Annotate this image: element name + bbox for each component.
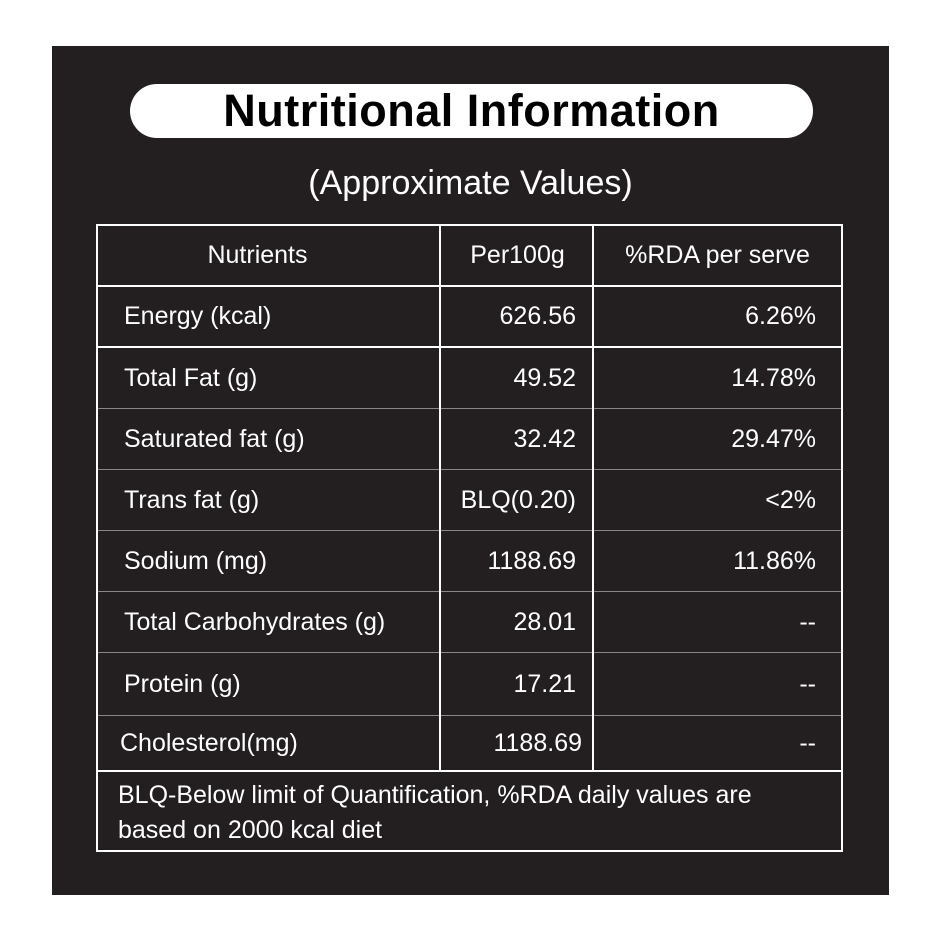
per100g-value: 626.56 [499,302,576,330]
rda-value: -- [799,607,816,636]
table-row: Total Fat (g) 49.52 14.78% [98,348,841,408]
per100g-value: 49.52 [513,363,576,392]
nutrient-name: Trans fat (g) [124,485,260,514]
nutrient-name: Total Fat (g) [124,363,258,392]
nutrient-name: Cholesterol(mg) [120,728,298,757]
nutrition-panel: Nutritional Information (Approximate Val… [52,46,889,895]
table-row: Cholesterol(mg) 1188.69 -- [98,716,841,770]
rda-value: -- [799,728,816,757]
rda-value: 11.86% [733,546,816,575]
nutrient-name: Protein (g) [124,669,241,698]
divider [98,285,841,287]
table-row: Trans fat (g) BLQ(0.20) <2% [98,470,841,530]
per100g-value: BLQ(0.20) [460,485,576,514]
column-divider [439,226,441,770]
table-row: Energy (kcal) 626.56 6.26% [98,287,841,346]
footnote: BLQ-Below limit of Quantification, %RDA … [118,781,752,844]
nutrient-name: Sodium (mg) [124,546,268,575]
table-row: Sodium (mg) 1188.69 11.86% [98,531,841,591]
per100g-value: 17.21 [513,669,576,698]
rda-value: 14.78% [731,363,816,392]
divider [98,408,841,409]
divider [98,530,841,531]
per100g-value: 28.01 [513,607,576,636]
column-divider [592,226,594,770]
header-per100g: Per100g [470,240,565,269]
nutrient-name: Saturated fat (g) [124,424,305,453]
nutrient-name: Energy (kcal) [124,302,272,330]
divider [98,591,841,592]
divider [98,715,841,716]
rda-value: -- [799,669,816,698]
rda-value: <2% [765,485,816,514]
table-row: Protein (g) 17.21 -- [98,653,841,715]
nutrition-table: Nutrients Per100g %RDA per serve Energy … [96,224,843,852]
table-row: Total Carbohydrates (g) 28.01 -- [98,592,841,652]
table-row: Saturated fat (g) 32.42 29.47% [98,409,841,469]
divider [98,652,841,653]
subtitle: (Approximate Values) [308,164,633,202]
divider [98,770,841,772]
divider [98,469,841,470]
divider [98,346,841,348]
header-nutrients: Nutrients [207,240,308,269]
rda-value: 6.26% [745,302,816,330]
per100g-value: 32.42 [513,424,576,453]
nutrient-name: Total Carbohydrates (g) [124,607,386,636]
table-header-row: Nutrients Per100g %RDA per serve [98,226,841,284]
title-badge: Nutritional Information [130,84,813,138]
per100g-value: 1188.69 [493,728,582,757]
header-rda: %RDA per serve [625,240,810,269]
page-title: Nutritional Information [223,85,720,136]
per100g-value: 1188.69 [487,546,576,575]
rda-value: 29.47% [731,424,816,453]
